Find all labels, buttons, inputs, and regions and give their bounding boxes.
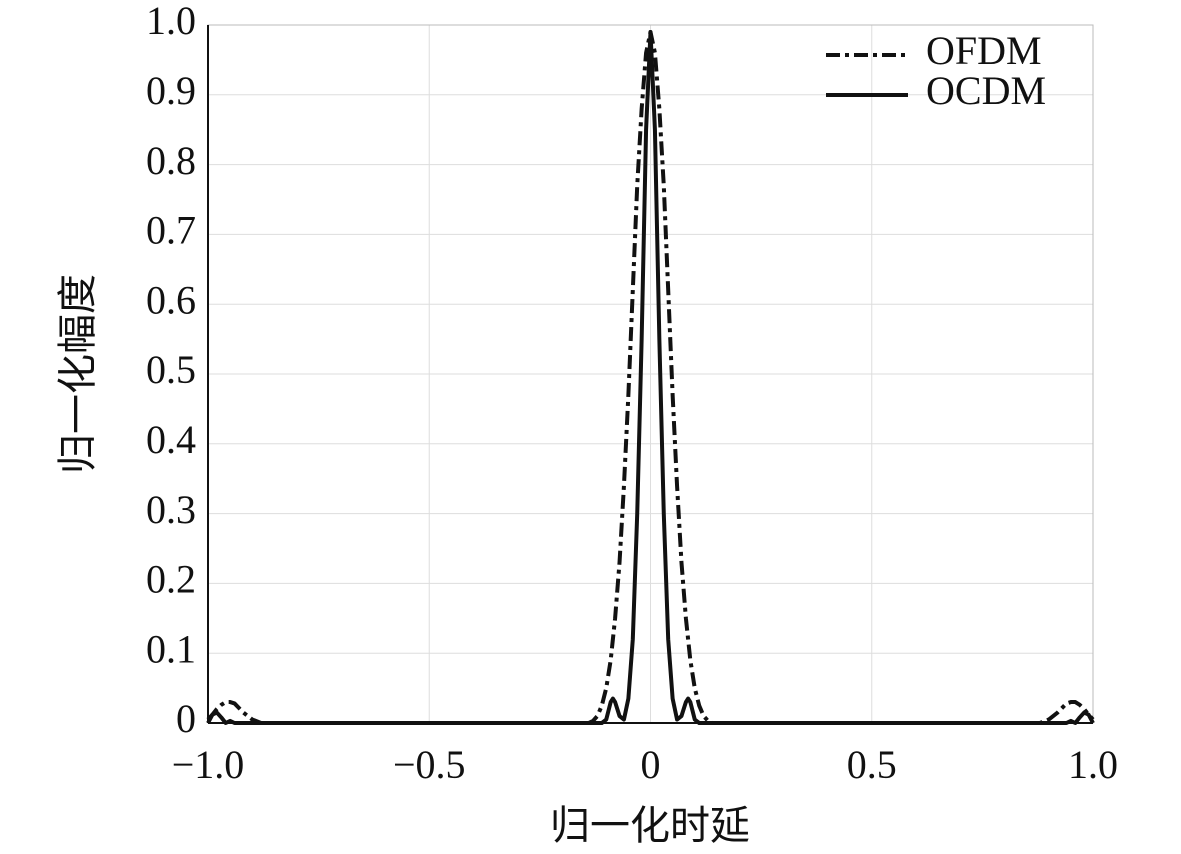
- x-tick-label: 0.5: [847, 742, 897, 787]
- legend-label: OFDM: [926, 28, 1042, 73]
- y-tick-label: 0.4: [146, 417, 196, 462]
- legend-label: OCDM: [926, 68, 1046, 113]
- y-tick-label: 0.1: [146, 626, 196, 671]
- y-tick-label: 0.8: [146, 138, 196, 183]
- x-axis-title: 归一化时延: [550, 803, 750, 848]
- y-tick-label: 0: [176, 696, 196, 741]
- x-tick-label: 0: [641, 742, 661, 787]
- series-line: [206, 29, 1095, 725]
- y-tick-label: 1.0: [146, 0, 196, 43]
- y-tick-label: 0.5: [146, 347, 196, 392]
- y-tick-label: 0.3: [146, 487, 196, 532]
- y-tick-label: 0.2: [146, 557, 196, 602]
- y-tick-label: 0.7: [146, 208, 196, 253]
- y-tick-label: 0.6: [146, 277, 196, 322]
- x-tick-label: −1.0: [172, 742, 245, 787]
- y-tick-label: 0.9: [146, 68, 196, 113]
- y-axis-title: 归一化幅度: [55, 274, 100, 474]
- x-tick-label: −0.5: [393, 742, 466, 787]
- x-tick-label: 1.0: [1068, 742, 1118, 787]
